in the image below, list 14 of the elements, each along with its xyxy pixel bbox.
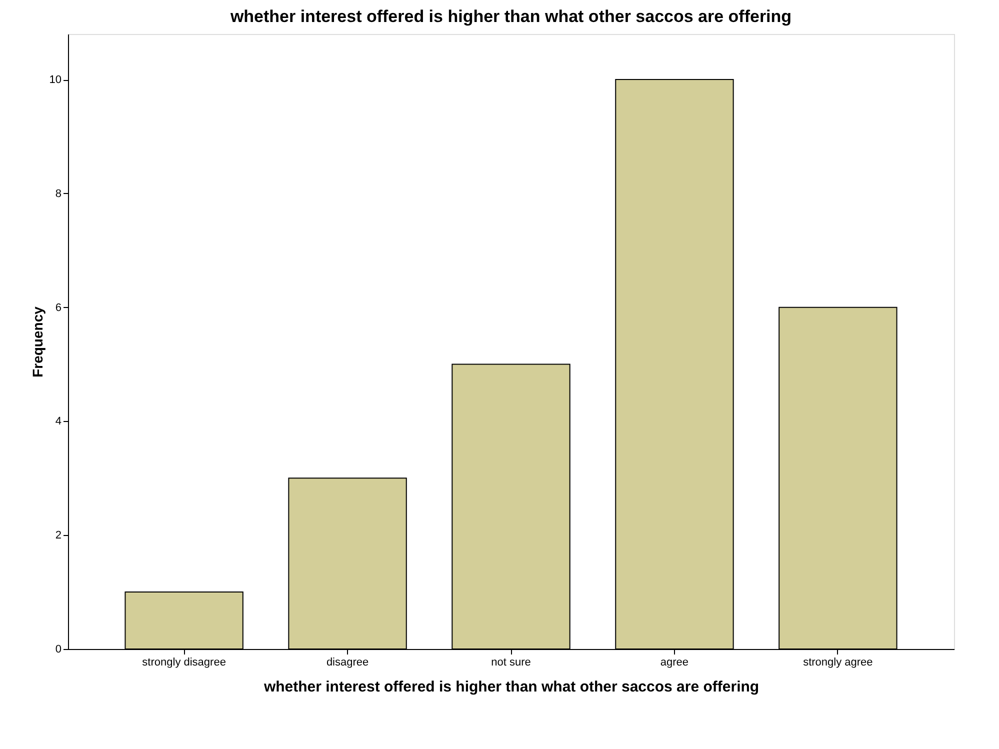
chart-title: whether interest offered is higher than what other saccos are offering (229, 7, 792, 26)
y-tick-label: 10 (49, 74, 62, 86)
y-tick-label: 6 (55, 302, 62, 314)
y-axis-title: Frequency (29, 306, 46, 378)
x-tick-label: strongly agree (803, 656, 873, 668)
x-tick-label: not sure (491, 656, 531, 668)
y-tick-label: 0 (55, 644, 62, 656)
y-tick-label: 2 (55, 530, 62, 542)
x-tick-label: agree (660, 656, 689, 668)
y-tick-label: 8 (55, 188, 62, 200)
x-tick-label: disagree (326, 656, 369, 668)
y-tick-label: 4 (55, 416, 62, 428)
x-axis-title: whether interest offered is higher than what other saccos are offering (262, 678, 760, 696)
x-tick-label: strongly disagree (142, 656, 226, 668)
